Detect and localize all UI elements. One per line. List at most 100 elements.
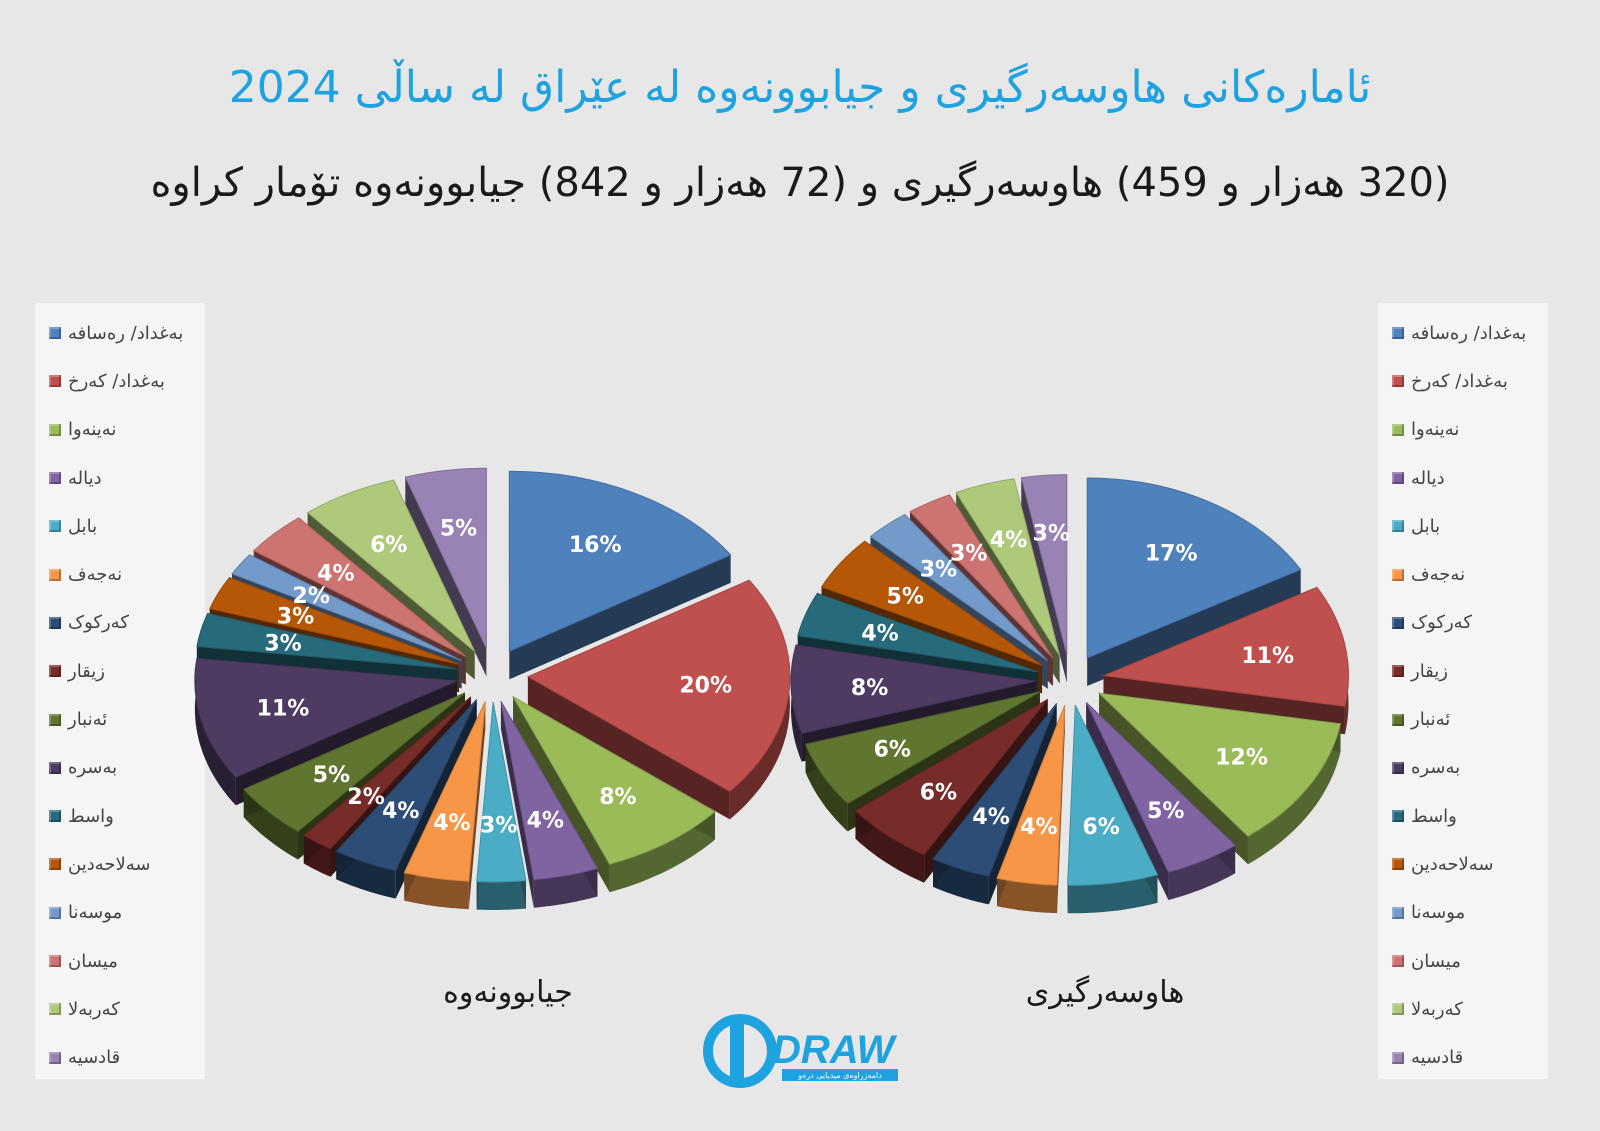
legend-label: قادسیە <box>1411 1047 1464 1069</box>
slice-wall <box>194 658 236 806</box>
legend-label: کەربەلا <box>1411 998 1463 1020</box>
logo-wordmark: DRAW <box>772 1028 897 1072</box>
slice-label: 11% <box>257 697 310 722</box>
pie-slice <box>194 657 458 778</box>
legend-item: میسان <box>1378 937 1548 985</box>
legend-item: دیالە <box>1378 454 1548 502</box>
legend-label: واسط <box>68 805 114 827</box>
legend-item: نەجەف <box>1378 550 1548 598</box>
legend-swatch <box>1392 520 1404 533</box>
legend-label: کەرکوک <box>68 612 129 634</box>
draw-logo: DRAW دامەزراوەی میدیایی درەو <box>703 1014 898 1088</box>
pie-slice <box>1020 474 1068 655</box>
pie-slice <box>1101 586 1349 707</box>
legend-item: واسط <box>35 792 205 840</box>
pie-slice <box>335 699 478 872</box>
legend-swatch <box>49 1003 61 1016</box>
legend-label: بەسرە <box>1411 757 1461 779</box>
logo-tagline: دامەزراوەی میدیایی درەو <box>797 1071 882 1080</box>
legend-item: نەینەوا <box>35 406 205 454</box>
slice-wall <box>609 811 715 893</box>
slice-label: 6% <box>920 781 957 806</box>
legend-swatch <box>49 761 61 774</box>
legend-swatch <box>1392 423 1404 436</box>
legend-label: ئەنبار <box>1411 709 1451 731</box>
slice-label: 4% <box>990 528 1027 553</box>
legend-swatch <box>1392 327 1404 340</box>
legend-swatch <box>1392 472 1404 485</box>
slice-wall <box>1168 845 1236 900</box>
legend-item: ئەنبار <box>1378 695 1548 743</box>
legend-item: کەربەلا <box>1378 985 1548 1033</box>
legend-swatch <box>49 955 61 967</box>
legend-swatch <box>1392 713 1404 726</box>
legend-swatch <box>49 665 61 678</box>
pie-tops <box>194 467 791 883</box>
slice-label: 6% <box>1082 815 1119 840</box>
slice-label: 3% <box>277 605 314 630</box>
legend-swatch <box>49 713 61 726</box>
legend-swatch <box>1392 665 1404 678</box>
legend-swatch <box>49 616 61 629</box>
legend-swatch <box>1392 616 1404 629</box>
pie-slice <box>511 695 716 865</box>
pie-labels: 5%16%6%4%2%3%3%20%11%5%2% 8%4% 4%4% 3% <box>257 516 732 838</box>
pie-slice <box>508 470 732 653</box>
pie-slice <box>196 612 457 670</box>
legend-item: بەغداد/ رەسافە <box>35 309 205 357</box>
slice-label: 4% <box>1020 815 1057 840</box>
pie-slice <box>797 592 1038 673</box>
pie-slice <box>1086 477 1302 659</box>
slice-wall <box>933 858 989 905</box>
slice-wall <box>527 676 730 820</box>
legend-label: میسان <box>1411 950 1461 972</box>
slice-label: 6% <box>874 738 911 763</box>
legend-swatch <box>49 1051 61 1064</box>
marriage-pie-caption: هاوسەرگیری <box>1025 975 1185 1010</box>
chart-title: ئامارەکانی هاوسەرگیری و جیابوونەوە لە عێ… <box>228 62 1372 113</box>
legend-label: نەجەف <box>68 564 123 586</box>
legend-swatch <box>1392 810 1404 823</box>
legend-item: ئەنبار <box>35 695 205 743</box>
pie-slice <box>476 701 527 883</box>
legend-label: قادسیە <box>68 1047 121 1069</box>
pie-slice <box>1097 692 1342 837</box>
slice-label: 20% <box>679 673 732 698</box>
legend-item: نەجەف <box>35 550 205 598</box>
legend-label: بابل <box>68 515 98 537</box>
legend-swatch <box>1392 858 1404 871</box>
slice-label: 12% <box>1215 746 1268 771</box>
slice-label: 5% <box>440 516 477 541</box>
legend-item: واسط <box>1378 792 1548 840</box>
slice-label: 6% <box>370 533 407 558</box>
slice-label: 8% <box>851 676 888 701</box>
legend-swatch <box>49 327 61 340</box>
slice-wall <box>1086 702 1169 900</box>
slice-label: 4% <box>317 562 354 587</box>
legend-item: بابل <box>35 502 205 550</box>
legend-item: کەرکوک <box>1378 599 1548 647</box>
legend-swatch <box>49 423 61 436</box>
legend-item: زیقار <box>35 647 205 695</box>
legend-item: موسەنا <box>35 889 205 937</box>
slice-label: 11% <box>1241 644 1294 669</box>
slice-label: 5% <box>887 585 924 610</box>
legend-item: بەسرە <box>35 744 205 792</box>
legend-item: کەربەلا <box>35 985 205 1033</box>
legend-label: سەلاحەدین <box>1411 853 1494 875</box>
legend-item: قادسیە <box>1378 1033 1548 1081</box>
pie-slice <box>1085 702 1236 873</box>
slice-wall <box>405 477 487 677</box>
pie-slice <box>231 554 462 662</box>
pie-slice <box>804 691 1041 805</box>
legend-item: میسان <box>35 937 205 985</box>
legend-label: بابل <box>1411 515 1441 537</box>
legend-label: نەینەوا <box>1411 419 1460 441</box>
chart-subtitle: (320 هەزار و 459) هاوسەرگیری و (72 هەزار… <box>150 160 1450 206</box>
slice-wall <box>509 554 731 680</box>
legend-label: نەینەوا <box>68 419 117 441</box>
legend-swatch <box>49 568 61 581</box>
legend-swatch <box>1392 375 1404 388</box>
pie-slice <box>996 705 1066 886</box>
